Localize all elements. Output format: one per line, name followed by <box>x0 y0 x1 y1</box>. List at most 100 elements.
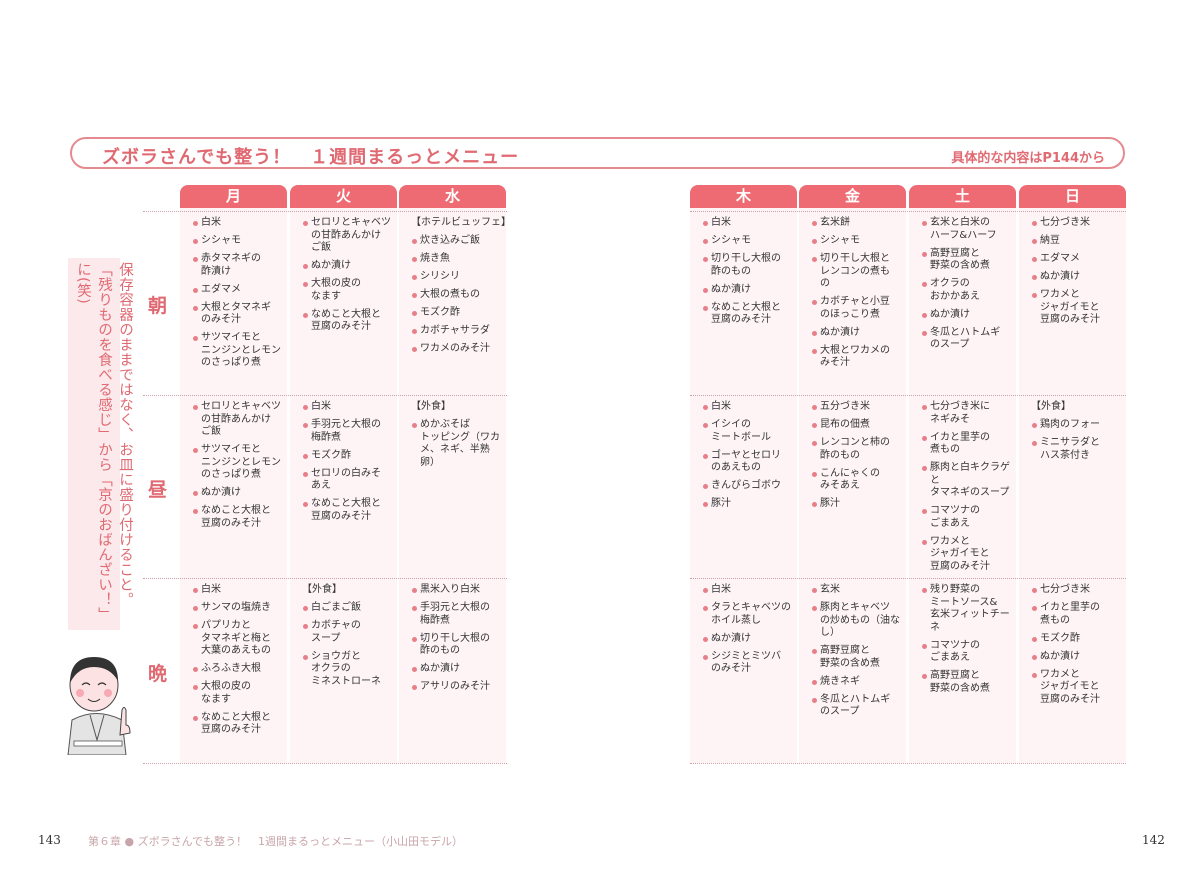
menu-item: ワカメと ジャガイモと 豆腐のみそ汁 <box>921 536 1016 574</box>
menu-item: ぬか漬け <box>302 260 397 273</box>
menu-item: ぬか漬け <box>702 633 797 646</box>
cell-note: 【外食】 <box>411 401 451 412</box>
page-number-right: 142 <box>1142 833 1165 847</box>
menu-item: 玄米餅 <box>811 217 906 230</box>
menu-item: サツマイモと ニンジンとレモン のさっぱり煮 <box>192 444 287 482</box>
menu-item: ミニサラダと ハス茶付き <box>1031 437 1126 462</box>
menu-item: タラとキャベツの ホイル蒸し <box>702 602 797 627</box>
menu-item: 納豆 <box>1031 235 1126 248</box>
menu-cell: 白米 シシャモ 赤タマネギの 酢漬け エダマメ 大根とタマネギ のみそ汁 サツマイモと ニ… <box>192 217 287 375</box>
menu-item: きんぴらゴボウ <box>702 480 797 493</box>
menu-item: 白米 <box>702 217 797 230</box>
side-note-box <box>68 258 120 630</box>
menu-item: 豚肉と白キクラゲと タマネギのスープ <box>921 462 1016 500</box>
row-divider <box>143 763 507 764</box>
menu-item: 豚肉とキャベツ の炒めもの（油な し） <box>811 602 906 640</box>
menu-item: 切り干し大根の 酢のもの <box>702 253 797 278</box>
menu-item: 白米 <box>702 401 797 414</box>
cell-background <box>290 208 397 763</box>
menu-item: 白米 <box>192 584 287 597</box>
menu-item: 白米 <box>192 217 287 230</box>
menu-item: シシャモ <box>702 235 797 248</box>
menu-cell: セロリとキャベツ の甘酢あんかけ ご飯 ぬか漬け 大根の皮の なます なめこと大根と … <box>302 217 397 339</box>
menu-cell: 玄米 豚肉とキャベツ の炒めもの（油な し） 高野豆腐と 野菜の含め煮 焼きネギ 冬瓜と… <box>811 584 906 724</box>
menu-cell: 白米 タラとキャベツの ホイル蒸し ぬか漬け シジミとミツバ のみそ汁 <box>702 584 797 681</box>
meal-label: 朝 <box>148 295 168 317</box>
menu-item: 高野豆腐と 野菜の含め煮 <box>921 248 1016 273</box>
menu-item: 赤タマネギの 酢漬け <box>192 253 287 278</box>
menu-item: 豚汁 <box>811 498 906 511</box>
menu-item: 炊き込みご飯 <box>411 235 506 248</box>
menu-item: レンコンと柿の 酢のもの <box>811 437 906 462</box>
menu-item: 豚汁 <box>702 498 797 511</box>
menu-item: イカと里芋の 煮もの <box>1031 602 1126 627</box>
day-header: 土 <box>909 185 1016 208</box>
menu-item: モズク酢 <box>302 450 397 463</box>
menu-item: 白ごまご飯 <box>302 602 397 615</box>
menu-item: カボチャと小豆 のほっこり煮 <box>811 296 906 321</box>
menu-item: なめこと大根と 豆腐のみそ汁 <box>302 498 397 523</box>
menu-cell: セロリとキャベツ の甘酢あんかけ ご飯 サツマイモと ニンジンとレモン のさっぱり… <box>192 401 287 536</box>
menu-item: 七分づき米 <box>1031 217 1126 230</box>
menu-item: 手羽元と大根の 梅酢煮 <box>302 419 397 444</box>
day-header: 金 <box>799 185 906 208</box>
menu-cell: 七分づき米 納豆 エダマメ ぬか漬け ワカメと ジャガイモと 豆腐のみそ汁 <box>1031 217 1126 332</box>
menu-item: 切り干し大根と レンコンの煮も の <box>811 253 906 291</box>
page-reference: 具体的な内容はP144から <box>951 151 1105 166</box>
menu-cell: 【外食】 白ごまご飯 カボチャの スープ ショウガと オクラの ミネストローネ <box>302 584 397 694</box>
menu-cell: 七分づき米に ネギみそ イカと里芋の 煮もの豚肉と白キクラゲと タマネギのスープコ… <box>921 401 1016 579</box>
menu-item: イカと里芋の 煮もの <box>921 432 1016 457</box>
menu-item: ぬか漬け <box>411 663 506 676</box>
menu-item: 鶏肉のフォー <box>1031 419 1126 432</box>
menu-item: ぬか漬け <box>1031 651 1126 664</box>
menu-item: カボチャの スープ <box>302 620 397 645</box>
character-illustration <box>67 657 131 755</box>
menu-item: コマツナの ごまあえ <box>921 505 1016 530</box>
menu-item: 白米 <box>702 584 797 597</box>
menu-item: ワカメのみそ汁 <box>411 343 506 356</box>
day-header: 水 <box>399 185 506 208</box>
menu-item: 大根とワカメの みそ汁 <box>811 345 906 370</box>
menu-item: ワカメと ジャガイモと 豆腐のみそ汁 <box>1031 669 1126 707</box>
row-divider <box>690 211 1126 212</box>
menu-item: なめこと大根と 豆腐のみそ汁 <box>302 309 397 334</box>
cell-note: 【外食】 <box>302 584 342 595</box>
row-divider <box>143 395 507 396</box>
menu-item: ぬか漬け <box>1031 271 1126 284</box>
menu-item: アサリのみそ汁 <box>411 681 506 694</box>
cell-note: 【ホテルビュッフェ】 <box>411 217 511 228</box>
menu-cell: 白米 イシイの ミートボール ゴーヤとセロリ のあえもの きんぴらゴボウ 豚汁 <box>702 401 797 516</box>
cell-background <box>909 208 1016 763</box>
menu-cell: 玄米餅 シシャモ 切り干し大根と レンコンの煮も のカボチャと小豆 のほっこり煮 ぬか… <box>811 217 906 375</box>
menu-item: ふろふき大根 <box>192 663 287 676</box>
menu-item: ぬか漬け <box>192 487 287 500</box>
menu-item: サンマの塩焼き <box>192 602 287 615</box>
menu-cell: 玄米と白米の ハーフ&ハーフ 高野豆腐と 野菜の含め煮 オクラの おかかあえ ぬか漬け… <box>921 217 1016 357</box>
menu-item: シリシリ <box>411 271 506 284</box>
menu-item: 焼きネギ <box>811 676 906 689</box>
row-divider <box>143 578 507 579</box>
menu-item: 玄米 <box>811 584 906 597</box>
menu-item: サツマイモと ニンジンとレモン のさっぱり煮 <box>192 332 287 370</box>
menu-item: 切り干し大根の 酢のもの <box>411 633 506 658</box>
menu-item: カボチャサラダ <box>411 325 506 338</box>
menu-item: 大根とタマネギ のみそ汁 <box>192 302 287 327</box>
menu-item: 高野豆腐と 野菜の含め煮 <box>921 670 1016 695</box>
row-divider <box>690 395 1126 396</box>
menu-item: 大根の煮もの <box>411 289 506 302</box>
menu-cell: 白米 手羽元と大根の 梅酢煮 モズク酢 セロリの白みそ あえ なめこと大根と 豆腐のみそ… <box>302 401 397 529</box>
menu-item: エダマメ <box>1031 253 1126 266</box>
day-header: 木 <box>690 185 797 208</box>
meal-label: 晩 <box>148 662 168 685</box>
menu-item: モズク酢 <box>1031 633 1126 646</box>
cell-background <box>1019 208 1126 763</box>
menu-cell: 白米 シシャモ 切り干し大根の 酢のもの ぬか漬け なめこと大根と 豆腐のみそ汁 <box>702 217 797 332</box>
menu-item: モズク酢 <box>411 307 506 320</box>
menu-item: 五分づき米 <box>811 401 906 414</box>
menu-item: なめこと大根と 豆腐のみそ汁 <box>702 302 797 327</box>
menu-item: 大根の皮の なます <box>192 681 287 706</box>
menu-item: 七分づき米に ネギみそ <box>921 401 1016 426</box>
menu-item: なめこと大根と 豆腐のみそ汁 <box>192 712 287 737</box>
menu-item: なめこと大根と 豆腐のみそ汁 <box>192 505 287 530</box>
row-divider <box>143 211 507 212</box>
